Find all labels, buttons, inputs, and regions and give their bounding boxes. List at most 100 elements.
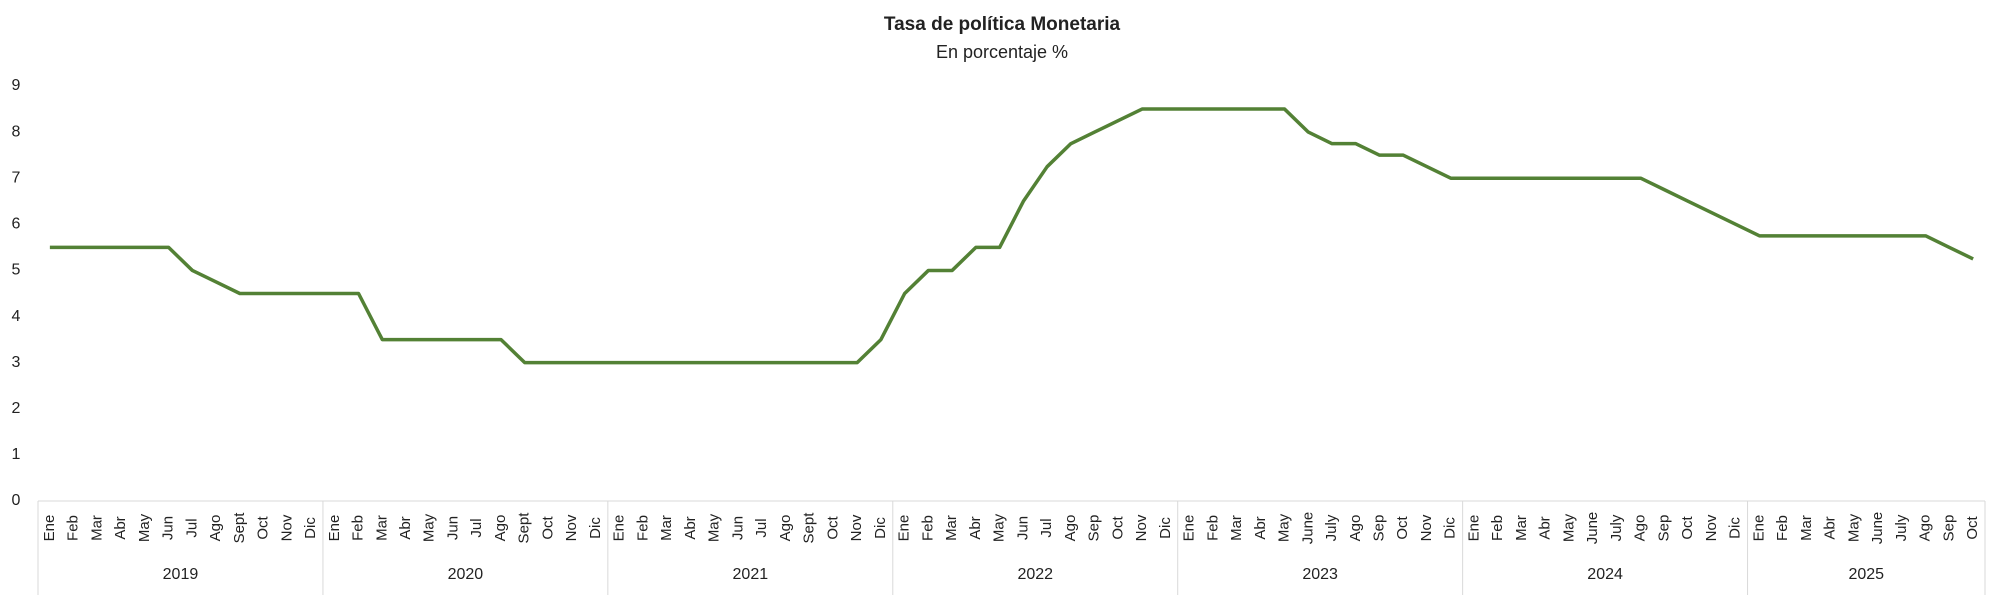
x-tick-label: Feb <box>65 515 82 541</box>
x-tick-label: June <box>1299 512 1316 545</box>
y-tick-label: 4 <box>12 308 21 325</box>
x-tick-label: Nov <box>563 514 580 541</box>
x-tick-label: Ene <box>611 515 628 542</box>
x-tick-label: Abr <box>112 516 129 539</box>
x-tick-label: Feb <box>919 515 936 541</box>
x-tick-label: May <box>1276 513 1293 542</box>
x-group-label: 2019 <box>163 566 199 583</box>
x-tick-label: Mar <box>1513 515 1530 541</box>
x-tick-label: Nov <box>1703 514 1720 541</box>
x-tick-label: May <box>991 513 1008 542</box>
x-tick-label: July <box>1323 514 1340 541</box>
x-tick-label: Dic <box>1442 517 1459 539</box>
x-tick-label: June <box>1584 512 1601 545</box>
x-tick-label: Jul <box>183 518 200 537</box>
x-tick-label: Abr <box>1822 516 1839 539</box>
x-tick-label: Jun <box>729 516 746 540</box>
x-tick-label: Oct <box>1394 516 1411 540</box>
x-tick-label: Ago <box>1632 515 1649 542</box>
x-tick-label: Jun <box>444 516 461 540</box>
x-tick-label: Nov <box>278 514 295 541</box>
y-tick-label: 0 <box>12 492 21 509</box>
x-tick-label: Ene <box>41 515 58 542</box>
x-tick-label: Ago <box>1917 515 1934 542</box>
x-tick-label: Jun <box>160 516 177 540</box>
x-tick-label: Ene <box>1750 515 1767 542</box>
chart-title: Tasa de política Monetaria <box>884 14 1121 35</box>
x-tick-label: Jul <box>753 518 770 537</box>
chart-subtitle: En porcentaje % <box>936 42 1068 62</box>
x-tick-label: Jun <box>1014 516 1031 540</box>
x-tick-label: Nov <box>1133 514 1150 541</box>
x-tick-label: Feb <box>1489 515 1506 541</box>
y-tick-label: 7 <box>12 169 21 186</box>
x-tick-label: Sep <box>1655 515 1672 542</box>
x-tick-label: May <box>136 513 153 542</box>
x-tick-label: Feb <box>1774 515 1791 541</box>
x-tick-label: Abr <box>682 516 699 539</box>
x-tick-label: Ene <box>896 515 913 542</box>
y-tick-label: 3 <box>12 354 21 371</box>
x-tick-label: July <box>1893 514 1910 541</box>
x-tick-label: May <box>706 513 723 542</box>
x-group-label: 2025 <box>1848 566 1884 583</box>
x-tick-label: Abr <box>1537 516 1554 539</box>
x-tick-label: Oct <box>1109 516 1126 540</box>
x-group-label: 2023 <box>1302 566 1338 583</box>
x-tick-label: Ene <box>326 515 343 542</box>
x-tick-label: Oct <box>1964 516 1981 540</box>
y-tick-label: 6 <box>12 216 21 233</box>
x-tick-label: Oct <box>824 516 841 540</box>
x-tick-label: Nov <box>848 514 865 541</box>
x-tick-label: Ago <box>207 515 224 542</box>
y-tick-label: 9 <box>12 77 21 94</box>
x-tick-label: Sept <box>516 512 533 544</box>
y-tick-label: 5 <box>12 262 21 279</box>
x-group-label: 2022 <box>1017 566 1053 583</box>
x-tick-label: Sept <box>801 512 818 544</box>
x-tick-label: Ago <box>1062 515 1079 542</box>
x-tick-label: May <box>1560 513 1577 542</box>
x-group-label: 2020 <box>448 566 484 583</box>
x-tick-label: Mar <box>1798 515 1815 541</box>
x-group-label: 2024 <box>1587 566 1623 583</box>
x-tick-label: Dic <box>872 517 889 539</box>
x-tick-label: Ene <box>1465 515 1482 542</box>
x-tick-label: Oct <box>1679 516 1696 540</box>
x-tick-label: Feb <box>350 515 367 541</box>
x-tick-label: Jul <box>468 518 485 537</box>
x-tick-label: Sep <box>1370 515 1387 542</box>
y-tick-label: 1 <box>12 446 21 463</box>
x-tick-label: Ago <box>777 515 794 542</box>
x-tick-label: Oct <box>539 516 556 540</box>
x-tick-label: May <box>421 513 438 542</box>
x-tick-label: Jul <box>1038 518 1055 537</box>
x-group-label: 2021 <box>733 566 769 583</box>
x-tick-label: Oct <box>255 516 272 540</box>
x-tick-label: Mar <box>88 515 105 541</box>
line-series <box>49 107 1974 365</box>
y-tick-label: 8 <box>12 123 21 140</box>
x-tick-label: Dic <box>587 517 604 539</box>
x-tick-label: Abr <box>1252 516 1269 539</box>
x-tick-label: Mar <box>373 515 390 541</box>
x-tick-label: Abr <box>397 516 414 539</box>
x-tick-label: Abr <box>967 516 984 539</box>
x-tick-label: Mar <box>1228 515 1245 541</box>
x-tick-label: Ago <box>492 515 509 542</box>
x-tick-label: May <box>1845 513 1862 542</box>
x-tick-label: June <box>1869 512 1886 545</box>
x-tick-label: Nov <box>1418 514 1435 541</box>
x-tick-label: Feb <box>1204 515 1221 541</box>
x-tick-label: Dic <box>302 517 319 539</box>
x-tick-label: Dic <box>1727 517 1744 539</box>
x-tick-label: Ene <box>1181 515 1198 542</box>
x-tick-label: Mar <box>658 515 675 541</box>
x-tick-label: Mar <box>943 515 960 541</box>
x-tick-label: Ago <box>1347 515 1364 542</box>
x-tick-label: Sep <box>1940 515 1957 542</box>
x-tick-label: Dic <box>1157 517 1174 539</box>
x-tick-label: Sep <box>1086 515 1103 542</box>
x-tick-label: Sept <box>231 512 248 544</box>
